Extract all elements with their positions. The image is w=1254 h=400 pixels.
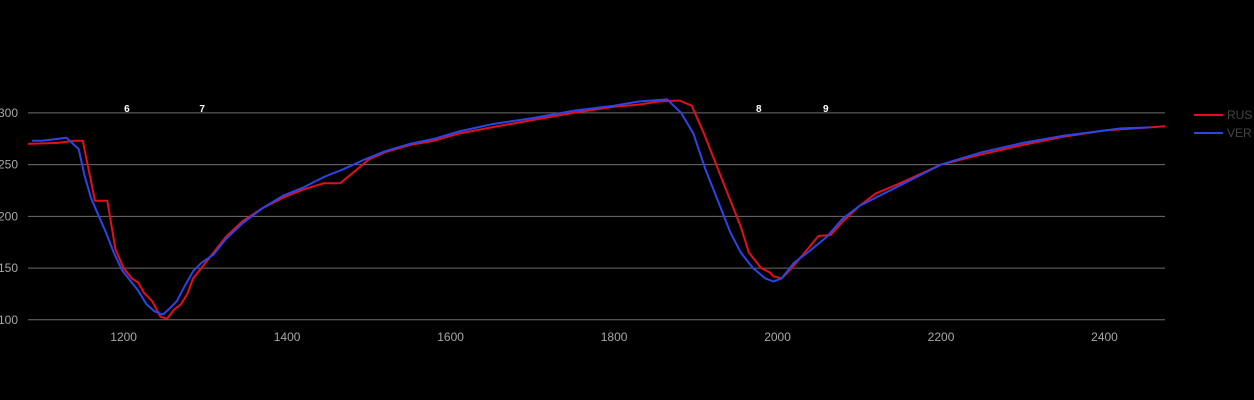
series-lines	[27, 98, 1166, 320]
y-tick-label-250: 250	[0, 158, 18, 172]
x-tick-label-1200: 1200	[110, 330, 137, 344]
x-tick-label-2000: 2000	[764, 330, 791, 344]
legend: RUS VER	[1194, 108, 1252, 140]
axis-tick-labels: 100 150 200 250 300 1200 1400 1600 1800 2000 2200 2…	[0, 106, 1118, 344]
series-line-ver	[32, 98, 1150, 316]
x-tick-label-1400: 1400	[274, 330, 301, 344]
y-tick-label-100: 100	[0, 313, 18, 327]
x-tick-label-2200: 2200	[928, 330, 955, 344]
x-tick-label-1600: 1600	[437, 330, 464, 344]
legend-label-ver: VER	[1227, 126, 1252, 140]
corner-labels: 6 7 8 9	[124, 104, 829, 115]
y-tick-label-150: 150	[0, 261, 18, 275]
corner-label-7: 7	[199, 104, 205, 115]
corner-label-6: 6	[124, 104, 130, 115]
corner-label-8: 8	[756, 104, 762, 115]
corner-label-9: 9	[823, 104, 829, 115]
x-tick-label-2400: 2400	[1091, 330, 1118, 344]
grid-lines	[28, 112, 1165, 321]
legend-label-rus: RUS	[1227, 108, 1252, 122]
series-line-rus	[27, 99, 1166, 320]
y-tick-label-300: 300	[0, 106, 18, 120]
x-tick-label-1800: 1800	[601, 330, 628, 344]
y-tick-label-200: 200	[0, 209, 18, 223]
